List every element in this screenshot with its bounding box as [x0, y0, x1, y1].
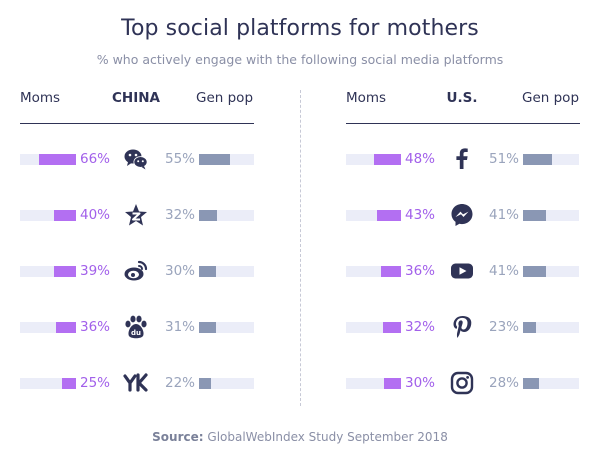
china-genpop-track: [199, 321, 254, 333]
us-moms-header: Moms: [346, 90, 387, 106]
qzone-icon: [123, 202, 149, 228]
china-moms-value: 36%: [79, 319, 110, 335]
us-moms-value: 43%: [404, 207, 435, 223]
weibo-icon: [123, 258, 149, 284]
us-moms-bar: [384, 377, 401, 389]
us-moms-value: 48%: [404, 151, 435, 167]
us-genpop-bar: [523, 265, 546, 277]
china-genpop-bar: [199, 321, 217, 333]
youku-icon: [123, 370, 149, 396]
chart-subtitle: % who actively engage with the following…: [96, 52, 504, 67]
messenger-icon: [449, 202, 475, 228]
us-moms-bar: [374, 153, 401, 165]
china-genpop-bar: [199, 209, 217, 221]
china-genpop-value: 30%: [165, 263, 196, 279]
china-genpop-bar: [199, 153, 230, 165]
china-genpop-bar: [199, 265, 216, 277]
us-moms-track: [346, 321, 401, 333]
us-genpop-value: 28%: [489, 375, 520, 391]
china-genpop-header: Gen pop: [196, 90, 254, 106]
svg-text:du: du: [131, 329, 141, 337]
us-moms-value: 30%: [404, 375, 435, 391]
china-genpop-value: 55%: [165, 151, 196, 167]
us-genpop-value: 23%: [489, 319, 520, 335]
us-genpop-value: 41%: [489, 207, 520, 223]
china-moms-bar: [39, 153, 76, 165]
china-moms-track: [20, 321, 76, 333]
us-moms-bar: [376, 209, 401, 221]
wechat-icon: [123, 146, 149, 172]
chart-title: Top social platforms for mothers: [121, 16, 479, 41]
china-moms-value: 25%: [79, 375, 110, 391]
china-genpop-track: [199, 209, 254, 221]
china-moms-bar: [54, 265, 76, 277]
us-moms-track: [346, 153, 401, 165]
pinterest-icon: [449, 314, 475, 340]
us-moms-track: [346, 209, 401, 221]
us-genpop-track: [523, 265, 579, 277]
us-moms-bar: [383, 321, 401, 333]
us-genpop-header: Gen pop: [522, 90, 580, 106]
us-genpop-track: [523, 209, 579, 221]
source-label: Source:: [152, 430, 204, 444]
us-moms-track: [346, 377, 401, 389]
us-genpop-value: 51%: [489, 151, 520, 167]
us-genpop-bar: [523, 209, 546, 221]
instagram-icon: [449, 370, 475, 396]
china-moms-value: 66%: [79, 151, 110, 167]
source-text: GlobalWebIndex Study September 2018: [207, 430, 448, 444]
china-group-header: CHINA: [112, 90, 160, 106]
china-moms-value: 39%: [79, 263, 110, 279]
china-moms-bar: [55, 321, 76, 333]
china-moms-bar: [53, 209, 76, 221]
us-group-header: U.S.: [446, 90, 478, 106]
china-genpop-value: 31%: [165, 319, 196, 335]
us-moms-track: [346, 265, 401, 277]
us-moms-bar: [380, 265, 401, 277]
us-genpop-bar: [523, 377, 539, 389]
facebook-icon: [449, 146, 475, 172]
china-moms-track: [20, 265, 76, 277]
china-header-rule: [20, 123, 254, 124]
us-genpop-bar: [523, 153, 552, 165]
us-genpop-value: 41%: [489, 263, 520, 279]
china-genpop-bar: [199, 377, 212, 389]
us-moms-value: 32%: [404, 319, 435, 335]
us-header-rule: [346, 123, 580, 124]
china-moms-header: Moms: [20, 90, 61, 106]
us-genpop-bar: [523, 321, 536, 333]
us-genpop-track: [523, 377, 579, 389]
china-moms-value: 40%: [79, 207, 110, 223]
youtube-icon: [449, 258, 475, 284]
baidu-icon: du: [123, 314, 149, 340]
us-moms-value: 36%: [404, 263, 435, 279]
source-note: Source: GlobalWebIndex Study September 2…: [0, 430, 600, 444]
china-genpop-track: [199, 377, 254, 389]
china-genpop-value: 32%: [165, 207, 196, 223]
china-moms-track: [20, 209, 76, 221]
china-genpop-value: 22%: [165, 375, 196, 391]
china-moms-track: [20, 377, 76, 389]
china-genpop-track: [199, 265, 254, 277]
china-moms-bar: [62, 377, 76, 389]
panel-divider: [300, 90, 301, 406]
us-genpop-track: [523, 321, 579, 333]
